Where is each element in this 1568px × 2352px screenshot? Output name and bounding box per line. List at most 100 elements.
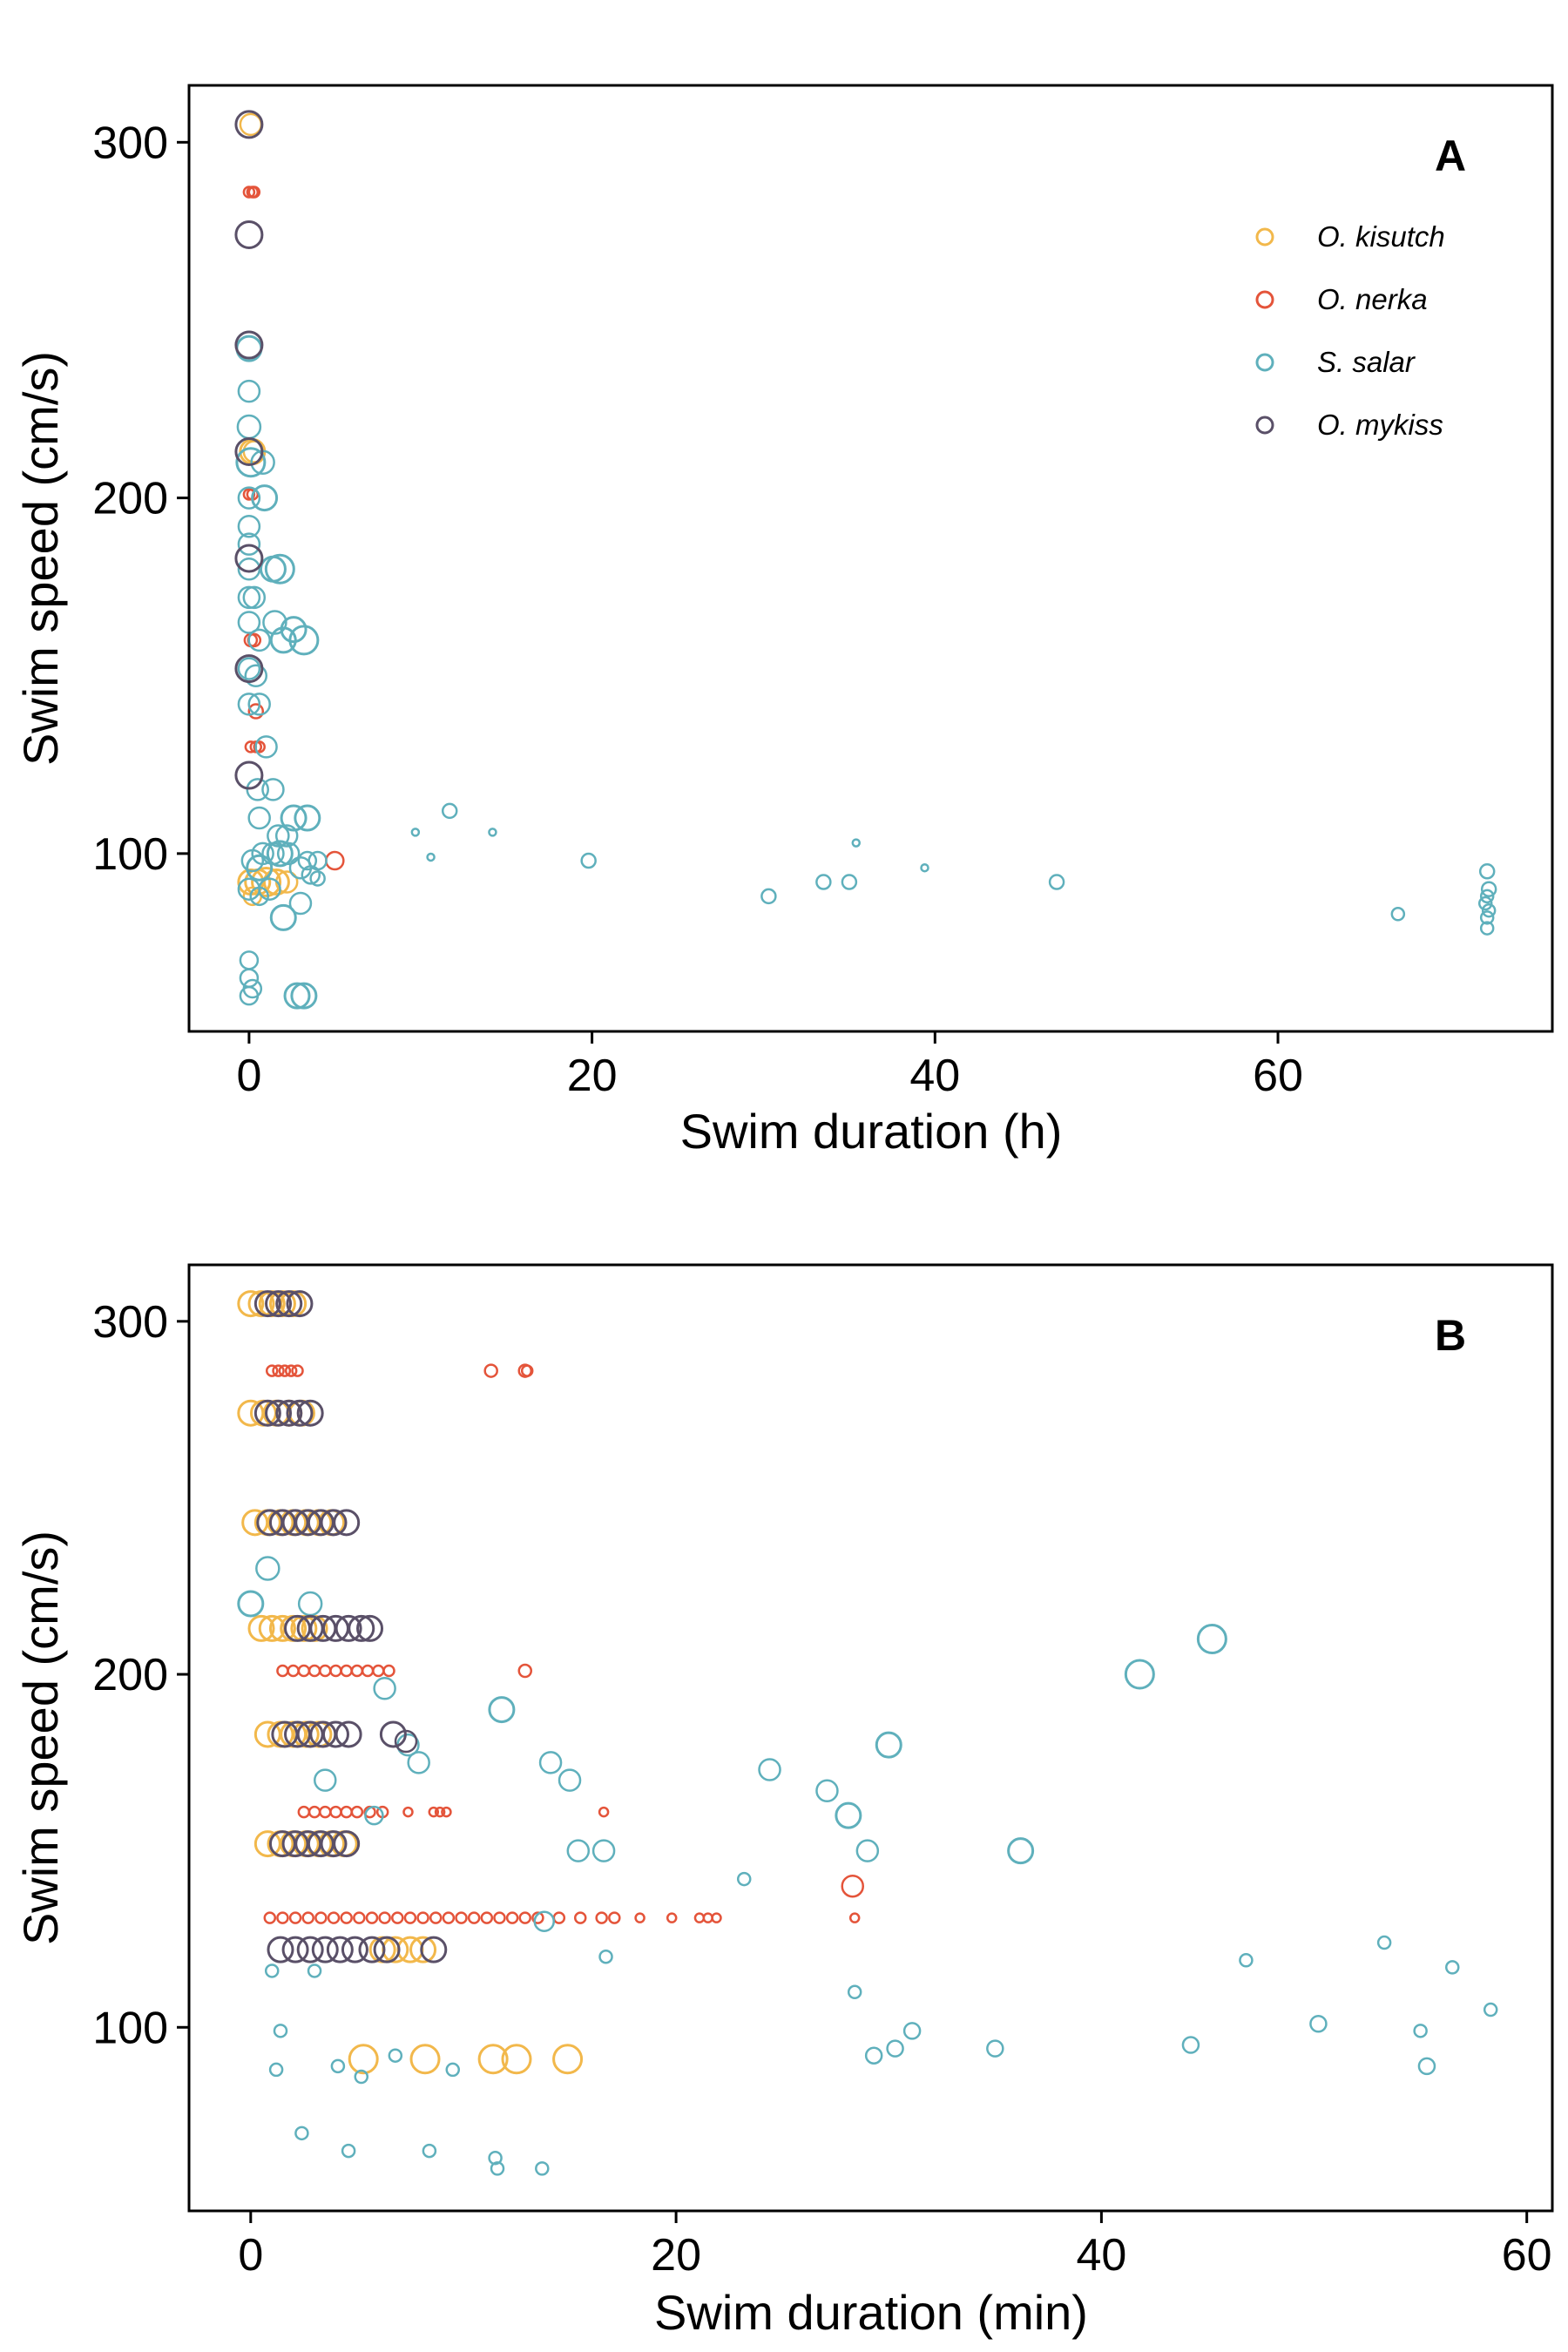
data-point-s-salar: [598, 1949, 613, 1964]
data-point-s-salar: [267, 824, 290, 848]
data-point-s-salar: [235, 447, 267, 478]
data-point-s-salar: [1124, 1659, 1155, 1690]
panel-a-x-tick-label: 60: [1253, 1051, 1303, 1101]
data-point-s-salar: [240, 848, 265, 873]
data-point-o-mykiss: [296, 1399, 324, 1427]
data-point-s-salar: [1309, 2014, 1328, 2033]
data-point-o-mykiss: [296, 1936, 324, 1963]
data-point-o-nerka: [340, 1911, 353, 1924]
data-point-o-nerka: [329, 1805, 342, 1819]
data-point-o-nerka: [301, 1911, 314, 1924]
data-point-s-salar: [258, 877, 281, 901]
data-point-o-nerka: [480, 1911, 494, 1924]
data-point-s-salar: [290, 982, 318, 1010]
data-point-s-salar: [330, 2058, 346, 2074]
data-point-s-salar: [1196, 1624, 1227, 1655]
data-point-s-salar: [314, 1768, 337, 1792]
data-point-s-salar: [309, 870, 326, 887]
data-point-o-mykiss: [253, 1290, 281, 1318]
data-point-o-nerka: [340, 1664, 353, 1678]
data-point-s-salar: [354, 2069, 369, 2085]
data-point-o-nerka: [265, 1364, 279, 1377]
panel-b: 0 20 40 60 100 200 300 B Swim duration (min) S…: [13, 1263, 1554, 2340]
data-point-s-salar: [239, 985, 260, 1006]
data-point-o-mykiss: [321, 1720, 349, 1748]
data-point-o-nerka: [429, 1911, 443, 1924]
data-point-s-salar: [815, 874, 832, 890]
data-point-o-nerka: [517, 1663, 533, 1679]
data-point-s-salar: [276, 841, 301, 866]
data-point-s-salar: [237, 515, 261, 538]
data-point-s-salar: [239, 968, 260, 989]
data-point-s-salar: [261, 778, 285, 801]
legend-label-o-nerka: O. nerka: [1317, 283, 1428, 315]
data-point-s-salar: [283, 982, 311, 1010]
panel-a-x-tick-label: 0: [236, 1051, 261, 1101]
legend-marker-s-salar: [1255, 353, 1274, 372]
data-point-s-salar: [237, 611, 261, 634]
data-point-o-nerka: [608, 1911, 621, 1924]
data-point-o-nerka: [391, 1911, 404, 1924]
data-point-o-kisutch: [237, 1290, 265, 1318]
data-point-s-salar: [875, 1731, 902, 1759]
data-point-o-nerka: [520, 1364, 534, 1377]
data-point-s-salar: [535, 2161, 550, 2176]
data-point-s-salar: [902, 2022, 922, 2040]
data-point-s-salar: [1376, 1935, 1392, 1950]
data-point-o-nerka: [288, 1911, 302, 1924]
data-point-s-salar: [237, 657, 261, 680]
data-point-o-kisutch: [409, 1936, 437, 1963]
data-point-o-mykiss: [373, 1936, 401, 1963]
panel-b-x-tick-label: 40: [1076, 2230, 1126, 2281]
data-point-o-nerka: [518, 1911, 532, 1924]
data-point-s-salar: [266, 840, 294, 868]
panel-b-x-tick-label: 20: [651, 2230, 701, 2281]
data-point-o-mykiss: [326, 1936, 354, 1963]
data-point-o-nerka: [308, 1805, 321, 1819]
data-point-o-kisutch: [290, 1614, 318, 1642]
data-point-o-mykiss: [333, 1509, 361, 1537]
data-point-s-salar: [1479, 921, 1495, 936]
data-point-s-salar: [580, 852, 597, 869]
data-point-s-salar: [855, 1839, 880, 1862]
data-point-s-salar: [247, 693, 271, 716]
data-point-o-nerka: [297, 1805, 311, 1819]
panel-a: 0 20 40 60 100 200 300 A Swim duration (h) Swi…: [13, 84, 1554, 1159]
data-point-s-salar: [407, 1751, 430, 1774]
panel-b-letter: B: [1435, 1311, 1466, 1360]
data-point-o-nerka: [441, 1806, 452, 1818]
data-point-o-kisutch: [268, 1614, 296, 1642]
data-point-s-salar: [244, 664, 268, 687]
legend: O. kisutch O. nerka S. salar O. mykiss: [1255, 220, 1445, 441]
data-point-s-salar: [1239, 1953, 1254, 1968]
data-point-o-kisutch: [262, 868, 290, 896]
data-point-o-nerka: [442, 1911, 456, 1924]
data-point-o-nerka: [598, 1806, 610, 1818]
data-point-o-nerka: [517, 1363, 533, 1378]
data-point-o-nerka: [325, 850, 345, 871]
panel-b-points: [237, 1290, 1498, 2176]
data-point-o-nerka: [365, 1911, 379, 1924]
data-point-o-nerka: [693, 1912, 706, 1923]
data-point-s-salar: [288, 855, 313, 880]
data-point-o-nerka: [531, 1911, 544, 1924]
data-point-o-nerka: [247, 703, 265, 720]
data-point-s-salar: [488, 2150, 503, 2166]
data-point-o-nerka: [287, 1664, 300, 1678]
data-point-o-kisutch: [348, 2044, 379, 2075]
data-point-s-salar: [1477, 896, 1493, 911]
panel-a-y-tick-label: 200: [92, 474, 168, 524]
data-point-s-salar: [591, 1839, 616, 1862]
data-point-o-nerka: [403, 1911, 417, 1924]
data-point-o-mykiss: [348, 1614, 375, 1642]
legend-label-o-mykiss: O. mykiss: [1317, 409, 1443, 441]
panel-a-x-axis-title: Swim duration (h): [680, 1104, 1063, 1159]
data-point-s-salar: [301, 865, 321, 885]
data-point-s-salar: [307, 1963, 322, 1978]
data-point-s-salar: [237, 486, 261, 510]
data-point-o-mykiss: [335, 1614, 362, 1642]
data-point-s-salar: [274, 824, 299, 848]
data-point-s-salar: [490, 2161, 505, 2176]
data-point-o-mykiss: [275, 1399, 303, 1427]
